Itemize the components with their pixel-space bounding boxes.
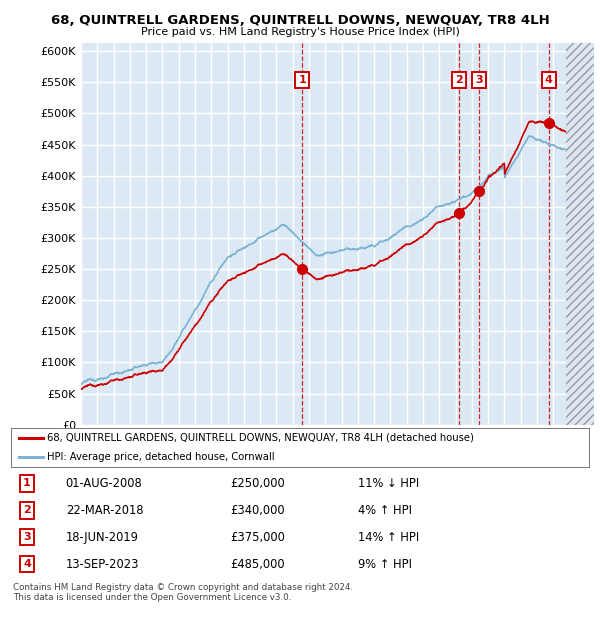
Text: 01-AUG-2008: 01-AUG-2008 — [66, 477, 142, 490]
Text: £250,000: £250,000 — [230, 477, 286, 490]
Text: 68, QUINTRELL GARDENS, QUINTRELL DOWNS, NEWQUAY, TR8 4LH: 68, QUINTRELL GARDENS, QUINTRELL DOWNS, … — [50, 14, 550, 27]
Text: 4% ↑ HPI: 4% ↑ HPI — [358, 504, 412, 517]
Text: 11% ↓ HPI: 11% ↓ HPI — [358, 477, 419, 490]
Text: £340,000: £340,000 — [230, 504, 285, 517]
Text: 3: 3 — [476, 74, 483, 84]
Text: £485,000: £485,000 — [230, 558, 285, 571]
Text: 22-MAR-2018: 22-MAR-2018 — [66, 504, 143, 517]
Text: 1: 1 — [23, 479, 31, 489]
Text: 2: 2 — [23, 505, 31, 515]
Text: 1: 1 — [298, 74, 306, 84]
Text: This data is licensed under the Open Government Licence v3.0.: This data is licensed under the Open Gov… — [13, 593, 292, 603]
Text: 13-SEP-2023: 13-SEP-2023 — [66, 558, 139, 571]
Text: 9% ↑ HPI: 9% ↑ HPI — [358, 558, 412, 571]
Text: 18-JUN-2019: 18-JUN-2019 — [66, 531, 139, 544]
Text: 68, QUINTRELL GARDENS, QUINTRELL DOWNS, NEWQUAY, TR8 4LH (detached house): 68, QUINTRELL GARDENS, QUINTRELL DOWNS, … — [47, 433, 473, 443]
Bar — [566, 43, 594, 425]
Text: HPI: Average price, detached house, Cornwall: HPI: Average price, detached house, Corn… — [47, 453, 274, 463]
Text: 3: 3 — [23, 533, 31, 542]
Text: Contains HM Land Registry data © Crown copyright and database right 2024.: Contains HM Land Registry data © Crown c… — [13, 583, 353, 592]
Text: 4: 4 — [23, 559, 31, 569]
Text: 4: 4 — [545, 74, 553, 84]
Text: £375,000: £375,000 — [230, 531, 286, 544]
Text: 2: 2 — [455, 74, 463, 84]
Text: Price paid vs. HM Land Registry's House Price Index (HPI): Price paid vs. HM Land Registry's House … — [140, 27, 460, 37]
Text: 14% ↑ HPI: 14% ↑ HPI — [358, 531, 419, 544]
